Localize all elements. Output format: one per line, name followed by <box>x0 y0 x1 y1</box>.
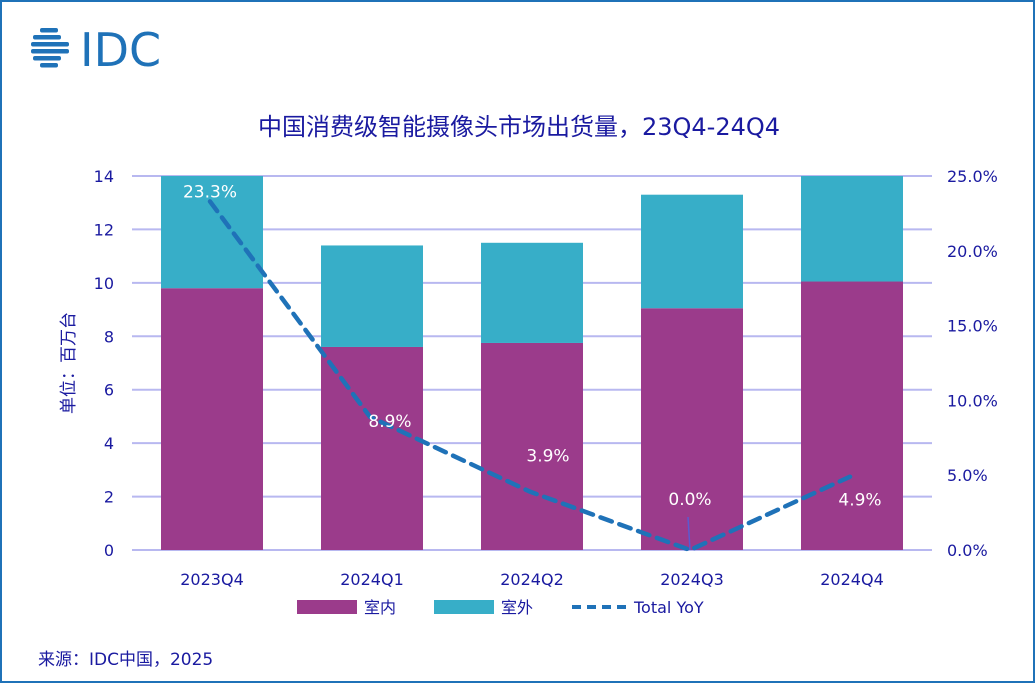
bar-indoor <box>161 288 263 550</box>
bar-outdoor <box>161 176 263 289</box>
logo-stripe <box>31 42 69 47</box>
x-tick-label: 2024Q3 <box>660 570 724 589</box>
y-tick-label: 8 <box>104 327 114 346</box>
bar-indoor <box>321 346 423 550</box>
y-tick-label: 6 <box>104 381 114 400</box>
x-tick-label: 2023Q4 <box>180 570 244 589</box>
yoy-data-label: 4.9% <box>838 491 881 511</box>
legend: 室内 室外 Total YoY <box>297 598 704 617</box>
bar-indoor <box>481 342 583 550</box>
yoy-data-label: 23.3% <box>183 182 237 202</box>
y2-tick-label: 25.0% <box>947 167 998 186</box>
logo-stripe <box>31 49 69 54</box>
y-tick-label: 10 <box>94 274 114 293</box>
x-tick-label: 2024Q2 <box>500 570 564 589</box>
logo-stripe <box>33 56 61 61</box>
source-note: 来源：IDC中国，2025 <box>38 650 213 670</box>
chart-title: 中国消费级智能摄像头市场出货量，23Q4-24Q4 <box>258 113 780 141</box>
globe-icon <box>31 28 69 68</box>
label-leader-line <box>687 516 691 551</box>
yoy-data-label: 0.0% <box>668 490 711 510</box>
x-tick-label: 2024Q1 <box>340 570 404 589</box>
bar-outdoor <box>641 194 743 309</box>
bar-indoor <box>801 281 903 550</box>
legend-label-outdoor: 室外 <box>501 598 533 617</box>
logo-stripe <box>40 63 58 68</box>
bar-outdoor <box>481 242 583 343</box>
y-axis-label: 单位：百万台 <box>59 312 79 414</box>
legend-swatch-indoor <box>297 600 357 614</box>
legend-label-yoy: Total YoY <box>633 598 704 617</box>
y-tick-label: 4 <box>104 434 114 453</box>
legend-label-indoor: 室内 <box>364 598 396 617</box>
y-tick-label: 2 <box>104 488 114 507</box>
yoy-data-label: 3.9% <box>526 447 569 467</box>
yoy-data-label: 8.9% <box>368 412 411 432</box>
logo-stripe <box>40 28 58 33</box>
y2-tick-label: 0.0% <box>947 541 988 560</box>
y2-tick-label: 5.0% <box>947 466 988 485</box>
y2-tick-label: 20.0% <box>947 242 998 261</box>
bar-outdoor <box>321 245 423 347</box>
y-tick-label: 14 <box>94 167 114 186</box>
y2-tick-label: 10.0% <box>947 391 998 410</box>
y2-tick-label: 15.0% <box>947 317 998 336</box>
logo-stripe <box>33 35 61 40</box>
bar-outdoor <box>801 176 903 282</box>
logo-text: IDC <box>80 23 161 77</box>
x-tick-label: 2024Q4 <box>820 570 884 589</box>
y-tick-label: 0 <box>104 541 114 560</box>
legend-swatch-outdoor <box>434 600 494 614</box>
bar-indoor <box>641 308 743 550</box>
y-tick-label: 12 <box>94 220 114 239</box>
idc-logo: IDC <box>31 23 161 77</box>
